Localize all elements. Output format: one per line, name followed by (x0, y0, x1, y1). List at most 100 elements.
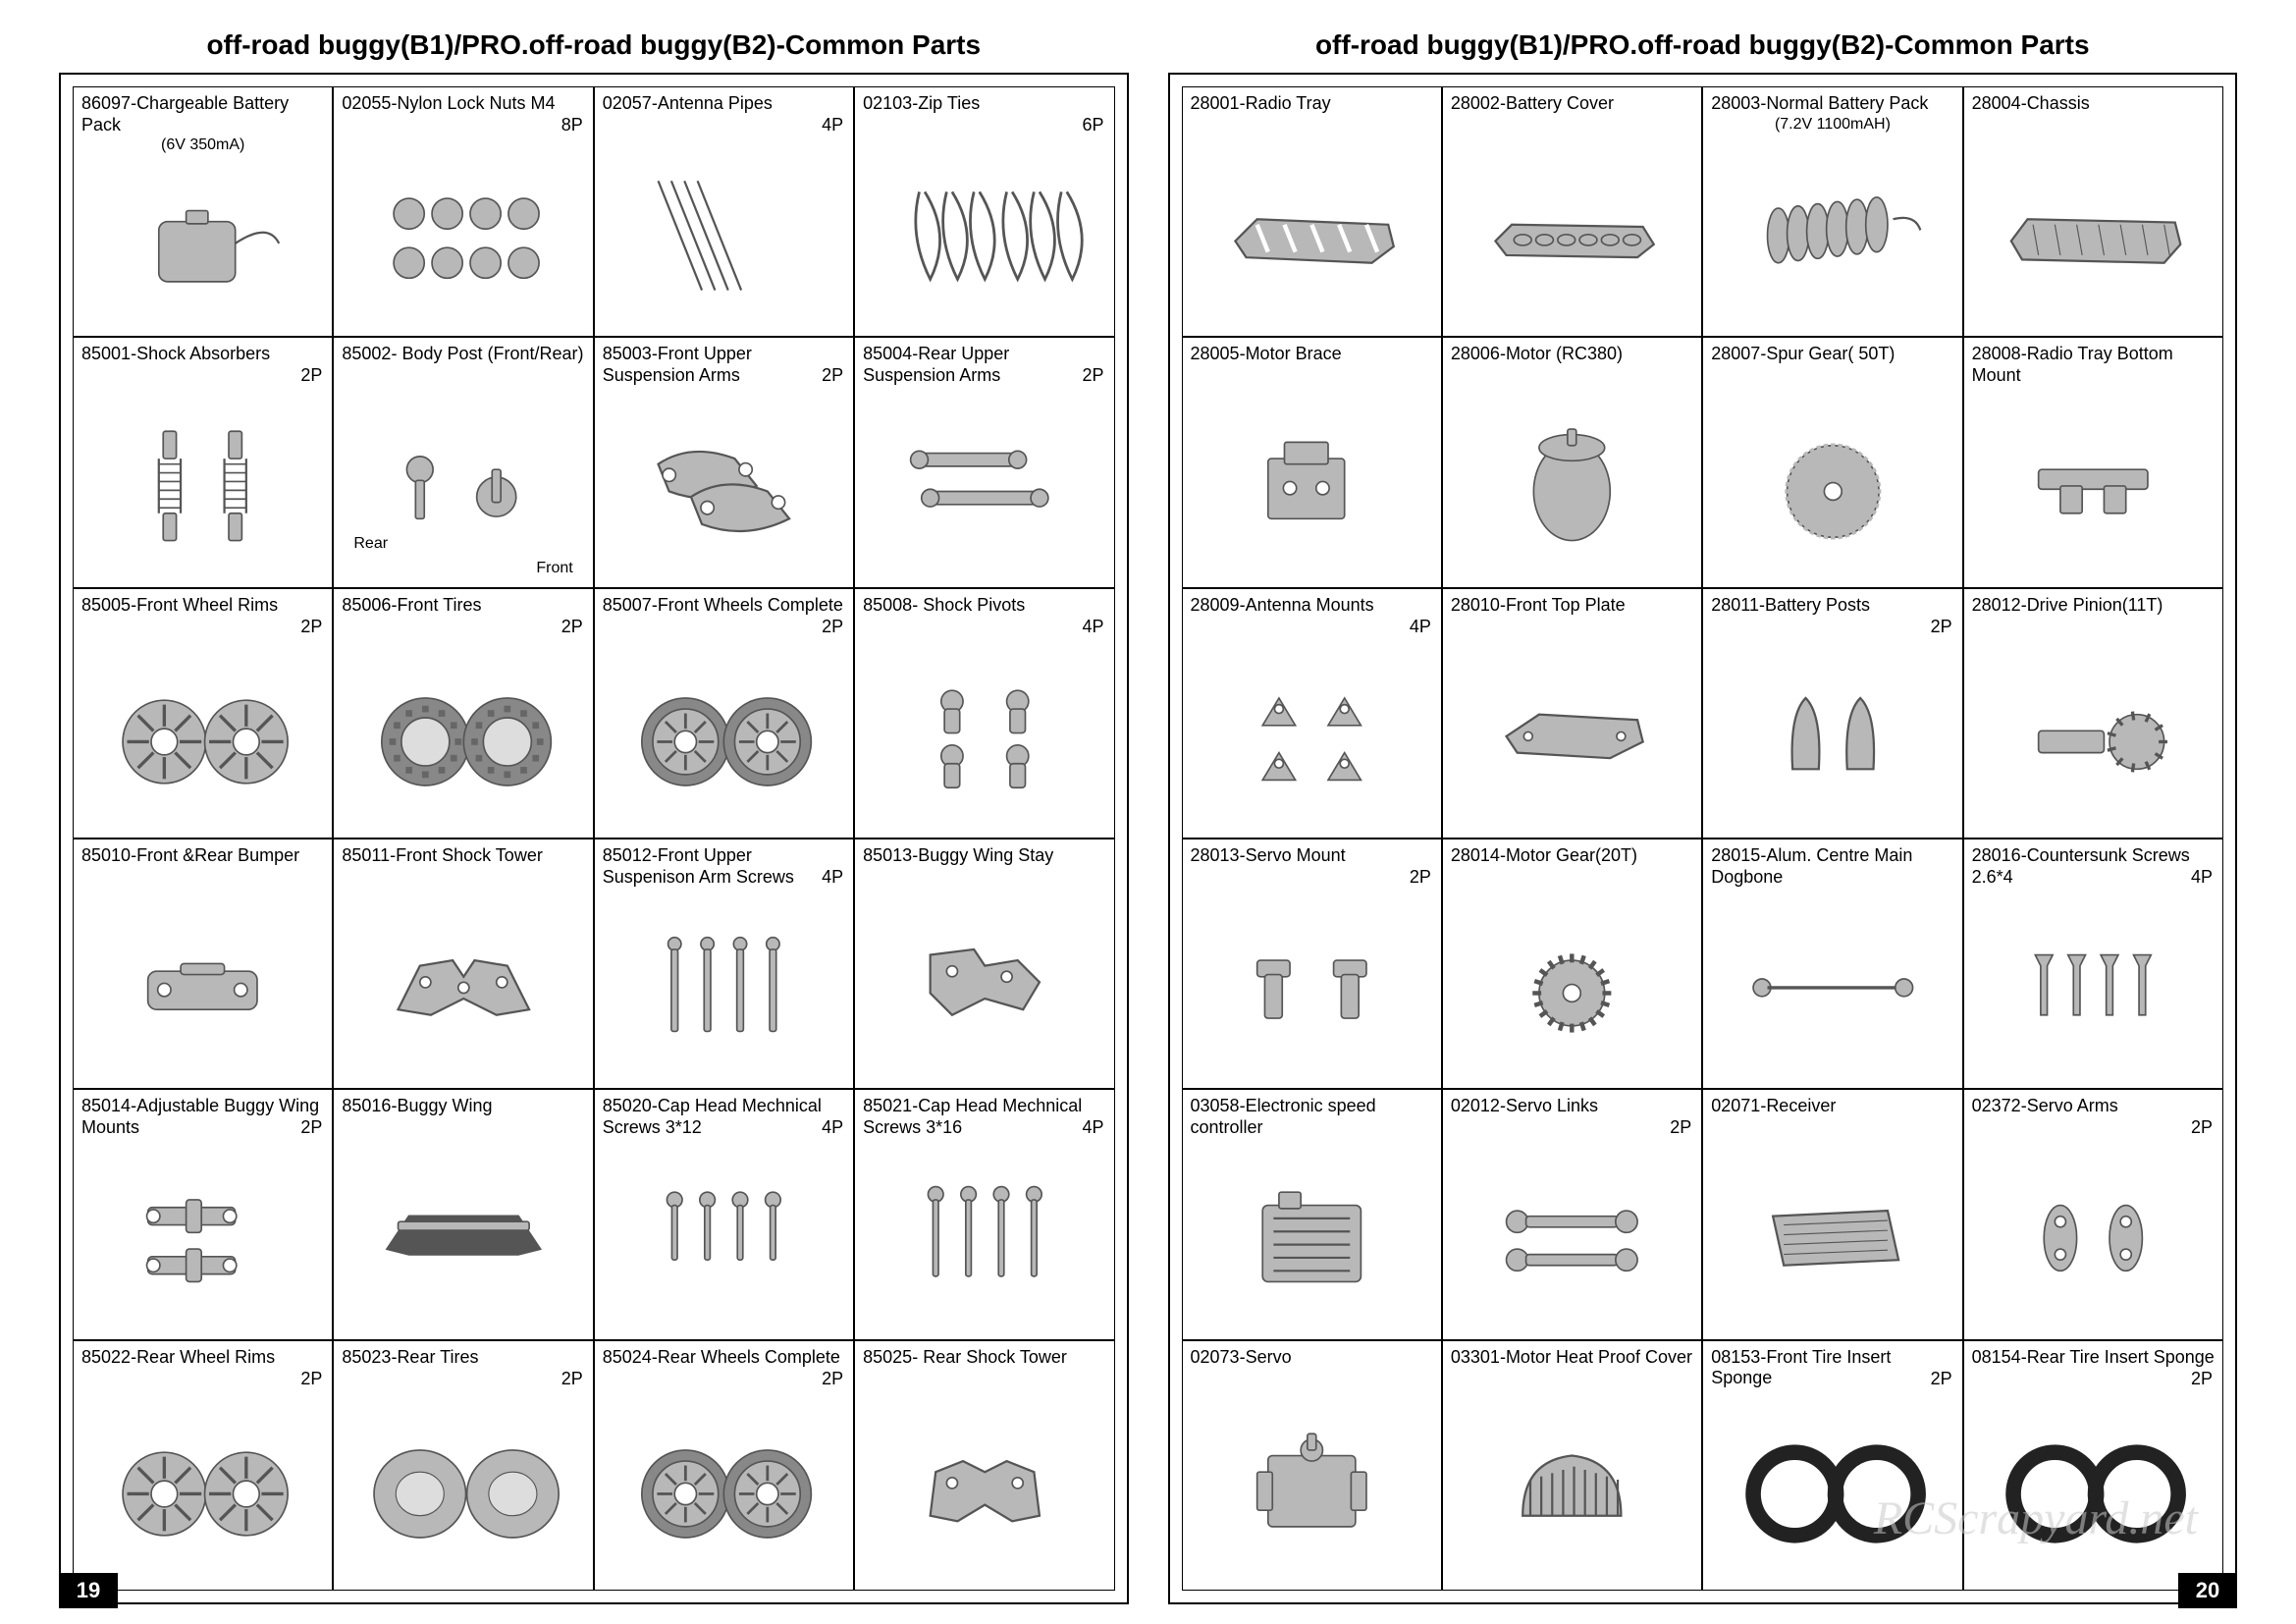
part-header: 86097-Chargeable Battery Pack(6V 350mA) (81, 93, 324, 154)
part-code: 85016 (342, 1096, 391, 1115)
part-code: 28008 (1972, 344, 2021, 363)
part-cell: 03301-Motor Heat Proof Cover (1442, 1340, 1702, 1591)
part-cell: 28016-Countersunk Screws 2.6*44P (1963, 839, 2223, 1089)
part-illustration (342, 891, 584, 1084)
part-name: Rear Tire Insert Sponge (2027, 1347, 2215, 1367)
part-illustration (1191, 1141, 1433, 1334)
part-header: 85003-Front Upper Suspension Arms (603, 344, 845, 389)
part-cell: 02071-Receiver (1702, 1089, 1962, 1339)
part-name: Servo Links (1506, 1096, 1598, 1115)
part-illustration (1451, 891, 1693, 1084)
part-header: 28002-Battery Cover (1451, 93, 1693, 138)
part-header: 28016-Countersunk Screws 2.6*4 (1972, 845, 2215, 891)
part-header: 08153-Front Tire Insert Sponge (1711, 1347, 1953, 1392)
part-header: 85010-Front &Rear Bumper (81, 845, 324, 891)
part-code: 28005 (1191, 344, 1240, 363)
part-qty: 4P (1410, 617, 1431, 637)
page-right: off-road buggy(B1)/PRO.off-road buggy(B2… (1148, 29, 2258, 1604)
part-illustration (1191, 640, 1433, 834)
part-name: Front Wheels Complete (658, 595, 843, 615)
page-number-right: 20 (2178, 1573, 2237, 1608)
part-name: Servo (1246, 1347, 1292, 1367)
part-header: 28014-Motor Gear(20T) (1451, 845, 1693, 891)
part-name: Buggy Wing (397, 1096, 492, 1115)
part-qty: 2P (300, 617, 322, 637)
part-code: 03058 (1191, 1096, 1240, 1115)
part-header: 85025- Rear Shock Tower (863, 1347, 1105, 1392)
part-illustration (1711, 1141, 1953, 1334)
part-illustration (81, 891, 324, 1084)
part-code: 85025 (863, 1347, 912, 1367)
part-cell: 28003-Normal Battery Pack(7.2V 1100mAH) (1702, 86, 1962, 337)
part-illustration (342, 389, 584, 582)
part-code: 28006 (1451, 344, 1500, 363)
part-name: Rear Shock Tower (918, 1347, 1067, 1367)
part-header: 28005-Motor Brace (1191, 344, 1433, 389)
part-code: 85021 (863, 1096, 912, 1115)
part-header: 85007-Front Wheels Complete (603, 595, 845, 640)
part-name: Shock Absorbers (136, 344, 270, 363)
part-header: 28008-Radio Tray Bottom Mount (1972, 344, 2215, 389)
part-code: 28014 (1451, 845, 1500, 865)
part-code: 28003 (1711, 93, 1760, 113)
part-code: 02372 (1972, 1096, 2021, 1115)
part-name: Front Shock Tower (396, 845, 543, 865)
part-cell: 85012-Front Upper Suspenison Arm Screws4… (594, 839, 854, 1089)
part-header: 85016-Buggy Wing (342, 1096, 584, 1141)
part-illustration (1711, 640, 1953, 834)
part-code: 28007 (1711, 344, 1760, 363)
part-header: 85020-Cap Head Mechnical Screws 3*12 (603, 1096, 845, 1141)
part-code: 28010 (1451, 595, 1500, 615)
part-qty: 4P (822, 1117, 843, 1138)
part-qty: 4P (822, 867, 843, 888)
part-illustration (1972, 891, 2215, 1084)
part-name: Spur Gear( 50T) (1766, 344, 1895, 363)
part-code: 85001 (81, 344, 131, 363)
part-name: Rear Wheel Rims (136, 1347, 275, 1367)
part-cell: 85022-Rear Wheel Rims2P (73, 1340, 333, 1591)
part-code: 02071 (1711, 1096, 1760, 1115)
part-header: 28015-Alum. Centre Main Dogbone (1711, 845, 1953, 891)
part-illustration (1191, 389, 1433, 582)
part-code: 85013 (863, 845, 912, 865)
part-qty: 2P (1410, 867, 1431, 888)
page-number-left: 19 (59, 1573, 118, 1608)
part-qty: 2P (822, 617, 843, 637)
part-qty: 2P (2191, 1369, 2213, 1389)
part-illustration (1451, 389, 1693, 582)
part-qty: 2P (300, 1117, 322, 1138)
part-cell: 28008-Radio Tray Bottom Mount (1963, 337, 2223, 587)
extra-label: Rear (353, 535, 388, 553)
part-illustration (1451, 1392, 1693, 1586)
part-illustration (863, 1141, 1105, 1334)
part-header: 02071-Receiver (1711, 1096, 1953, 1141)
part-name: Motor Brace (1246, 344, 1342, 363)
part-header: 85014-Adjustable Buggy Wing Mounts (81, 1096, 324, 1141)
part-cell: 02057-Antenna Pipes4P (594, 86, 854, 337)
part-header: 85005-Front Wheel Rims (81, 595, 324, 640)
part-name: Rear Wheels Complete (658, 1347, 840, 1367)
part-name: Drive Pinion(11T) (2027, 595, 2163, 615)
part-illustration (603, 1392, 845, 1586)
part-illustration (1451, 640, 1693, 834)
part-cell: 28007-Spur Gear( 50T) (1702, 337, 1962, 587)
part-cell: 28013-Servo Mount2P (1182, 839, 1442, 1089)
part-illustration (81, 1141, 324, 1334)
part-header: 28004-Chassis (1972, 93, 2215, 138)
part-header: 28009-Antenna Mounts (1191, 595, 1433, 640)
part-header: 28013-Servo Mount (1191, 845, 1433, 891)
part-illustration (1451, 1141, 1693, 1334)
part-code: 28015 (1711, 845, 1760, 865)
part-cell: 85008- Shock Pivots4P (854, 588, 1114, 839)
part-qty: 4P (1082, 1117, 1103, 1138)
part-qty: 2P (561, 617, 583, 637)
page-frame-right: 28001-Radio Tray28002-Battery Cover28003… (1168, 73, 2238, 1604)
part-header: 08154-Rear Tire Insert Sponge (1972, 1347, 2215, 1392)
part-illustration (1972, 640, 2215, 834)
part-qty: 2P (1670, 1117, 1691, 1138)
part-cell: 85014-Adjustable Buggy Wing Mounts2P (73, 1089, 333, 1339)
part-header: 28007-Spur Gear( 50T) (1711, 344, 1953, 389)
part-name: Radio Tray (1246, 93, 1331, 113)
part-name: Battery Posts (1765, 595, 1870, 615)
part-code: 85005 (81, 595, 131, 615)
